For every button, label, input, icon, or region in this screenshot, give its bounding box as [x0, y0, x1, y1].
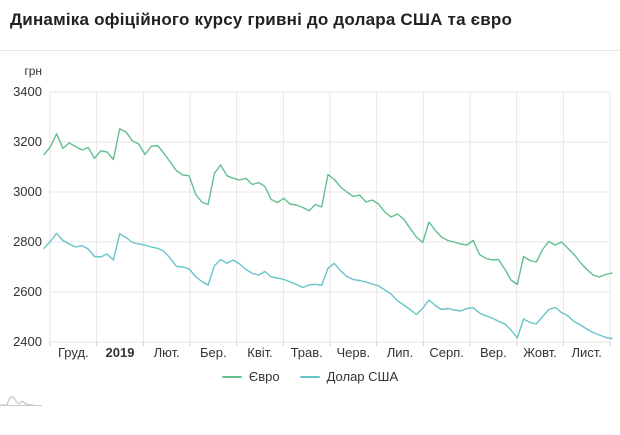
x-tick-label: Лист.: [571, 345, 601, 360]
y-tick-label: 2400: [13, 334, 42, 349]
x-tick-label: Вер.: [480, 345, 507, 360]
x-tick-label: Черв.: [337, 345, 371, 360]
chart-plot-area: 3400 3200 3000 2800 2600 2400 грн Груд. 2019 Лют.…: [13, 64, 613, 360]
x-tick-label: Лют.: [154, 345, 180, 360]
y-tick-label: 3200: [13, 134, 42, 149]
title-divider: [0, 50, 620, 51]
y-axis-unit-label: грн: [24, 64, 42, 78]
y-tick-label: 3400: [13, 84, 42, 99]
legend-item-euro[interactable]: Євро: [221, 369, 280, 384]
legend-line-icon: [221, 375, 242, 378]
mini-chart-curve-icon: [0, 396, 34, 406]
x-tick-label: Квіт.: [247, 345, 273, 360]
legend-line-icon: [299, 375, 320, 378]
legend-item-usd[interactable]: Долар США: [299, 369, 399, 384]
y-tick-label: 3000: [13, 184, 42, 199]
legend-label: Євро: [248, 369, 280, 384]
y-tick-label: 2800: [13, 234, 42, 249]
x-tick-label: Лип.: [387, 345, 413, 360]
x-tick-label: Жовт.: [523, 345, 557, 360]
x-tick-label: Трав.: [291, 345, 323, 360]
chart-title: Динаміка офіційного курсу гривні до дола…: [10, 10, 513, 29]
series-line-usd[interactable]: [43, 232, 613, 340]
legend-label: Долар США: [326, 369, 399, 384]
x-tick-label: Серп.: [429, 345, 464, 360]
chart-legend: Євро Долар США: [0, 369, 620, 384]
y-tick-label: 2600: [13, 284, 42, 299]
x-tick-label: Бер.: [200, 345, 227, 360]
x-tick-label: 2019: [106, 345, 135, 360]
x-tick-label: Груд.: [58, 345, 89, 360]
series-line-euro[interactable]: [43, 128, 613, 286]
mini-chart-icon: [0, 396, 42, 406]
